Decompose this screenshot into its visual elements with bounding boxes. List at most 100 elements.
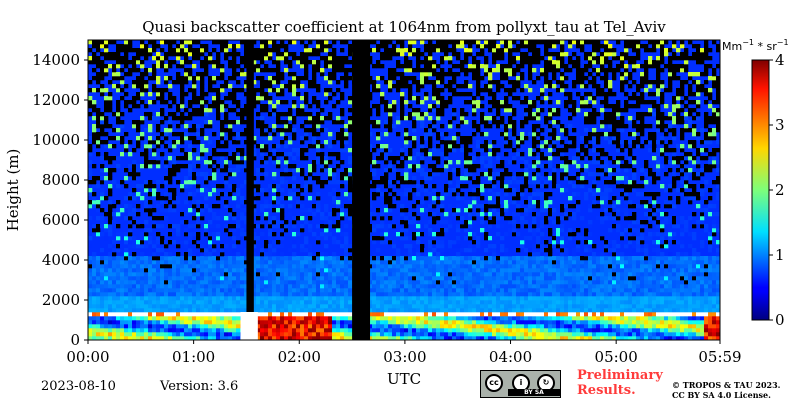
heatmap-cell	[132, 272, 137, 277]
heatmap-cell	[380, 280, 385, 285]
heatmap-cell	[164, 316, 169, 321]
heatmap-cell	[208, 104, 213, 109]
heatmap-cell	[196, 308, 201, 313]
heatmap-cell	[368, 60, 373, 65]
heatmap-cell	[220, 260, 225, 265]
heatmap-cell	[120, 272, 125, 277]
heatmap-cell	[464, 228, 469, 233]
heatmap-cell	[420, 208, 425, 213]
heatmap-cell	[112, 260, 117, 265]
heatmap-cell	[288, 272, 293, 277]
heatmap-cell	[124, 64, 129, 69]
heatmap-cell	[264, 316, 269, 321]
heatmap-cell	[196, 96, 201, 101]
heatmap-cell	[348, 300, 353, 305]
heatmap-cell	[480, 204, 485, 209]
heatmap-cell	[392, 316, 397, 321]
heatmap-cell	[96, 88, 101, 93]
heatmap-cell	[468, 164, 473, 169]
heatmap-cell	[176, 240, 181, 245]
heatmap-cell	[288, 336, 293, 340]
heatmap-cell	[236, 224, 241, 229]
heatmap-cell	[340, 60, 345, 65]
heatmap-cell	[312, 52, 317, 57]
heatmap-cell	[252, 156, 257, 161]
heatmap-cell	[252, 48, 257, 53]
heatmap-cell	[228, 304, 233, 309]
heatmap-cell	[280, 328, 285, 333]
heatmap-cell	[368, 40, 373, 45]
heatmap-cell	[272, 240, 277, 245]
heatmap-cell	[168, 268, 173, 273]
heatmap-cell	[476, 68, 481, 73]
heatmap-cell	[184, 264, 189, 269]
heatmap-cell	[436, 88, 441, 93]
heatmap-cell	[232, 236, 237, 241]
heatmap-cell	[176, 156, 181, 161]
heatmap-cell	[184, 252, 189, 257]
heatmap-cell	[140, 152, 145, 157]
heatmap-cell	[148, 296, 153, 301]
heatmap-cell	[376, 192, 381, 197]
heatmap-cell	[464, 284, 469, 289]
heatmap-cell	[188, 228, 193, 233]
heatmap-cell	[96, 200, 101, 205]
heatmap-cell	[104, 212, 109, 217]
heatmap-cell	[140, 280, 145, 285]
heatmap-cell	[456, 268, 461, 273]
heatmap-cell	[252, 268, 257, 273]
heatmap-cell	[476, 280, 481, 285]
heatmap-cell	[260, 84, 265, 89]
heatmap-cell	[292, 296, 297, 301]
heatmap-cell	[164, 276, 169, 281]
heatmap-cell	[372, 216, 377, 221]
heatmap-cell	[224, 296, 229, 301]
heatmap-cell	[408, 320, 413, 325]
heatmap-cell	[464, 220, 469, 225]
heatmap-cell	[228, 328, 233, 333]
heatmap-cell	[196, 48, 201, 53]
heatmap-cell	[260, 308, 265, 313]
heatmap-cell	[404, 132, 409, 137]
heatmap-cell	[256, 240, 261, 245]
heatmap-cell	[164, 132, 169, 137]
heatmap-cell	[276, 272, 281, 277]
heatmap-cell	[392, 284, 397, 289]
heatmap-cell	[188, 196, 193, 201]
heatmap-cell	[284, 328, 289, 333]
heatmap-cell	[224, 84, 229, 89]
heatmap-cell	[96, 304, 101, 309]
heatmap-cell	[88, 180, 93, 185]
heatmap-cell	[408, 64, 413, 69]
heatmap-cell	[124, 264, 129, 269]
heatmap-cell	[232, 268, 237, 273]
heatmap-cell	[220, 284, 225, 289]
heatmap-cell	[188, 272, 193, 277]
heatmap-cell	[180, 48, 185, 53]
heatmap-cell	[308, 176, 313, 181]
heatmap-cell	[200, 76, 205, 81]
heatmap-cell	[244, 120, 249, 125]
heatmap-cell	[388, 320, 393, 325]
heatmap-cell	[396, 172, 401, 177]
heatmap-cell	[136, 332, 141, 337]
heatmap-cell	[324, 88, 329, 93]
heatmap-cell	[476, 308, 481, 313]
heatmap-cell	[116, 304, 121, 309]
heatmap-cell	[256, 88, 261, 93]
heatmap-cell	[464, 304, 469, 309]
heatmap-cell	[376, 304, 381, 309]
heatmap-cell	[232, 44, 237, 49]
heatmap-cell	[276, 92, 281, 97]
heatmap-cell	[388, 156, 393, 161]
heatmap-cell	[156, 264, 161, 269]
heatmap-cell	[216, 308, 221, 313]
heatmap-cell	[260, 316, 265, 321]
heatmap-cell	[116, 328, 121, 333]
heatmap-cell	[280, 112, 285, 117]
heatmap-cell	[460, 116, 465, 121]
heatmap-cell	[112, 256, 117, 261]
heatmap-cell	[204, 256, 209, 261]
heatmap-cell	[420, 200, 425, 205]
heatmap-cell	[380, 132, 385, 137]
